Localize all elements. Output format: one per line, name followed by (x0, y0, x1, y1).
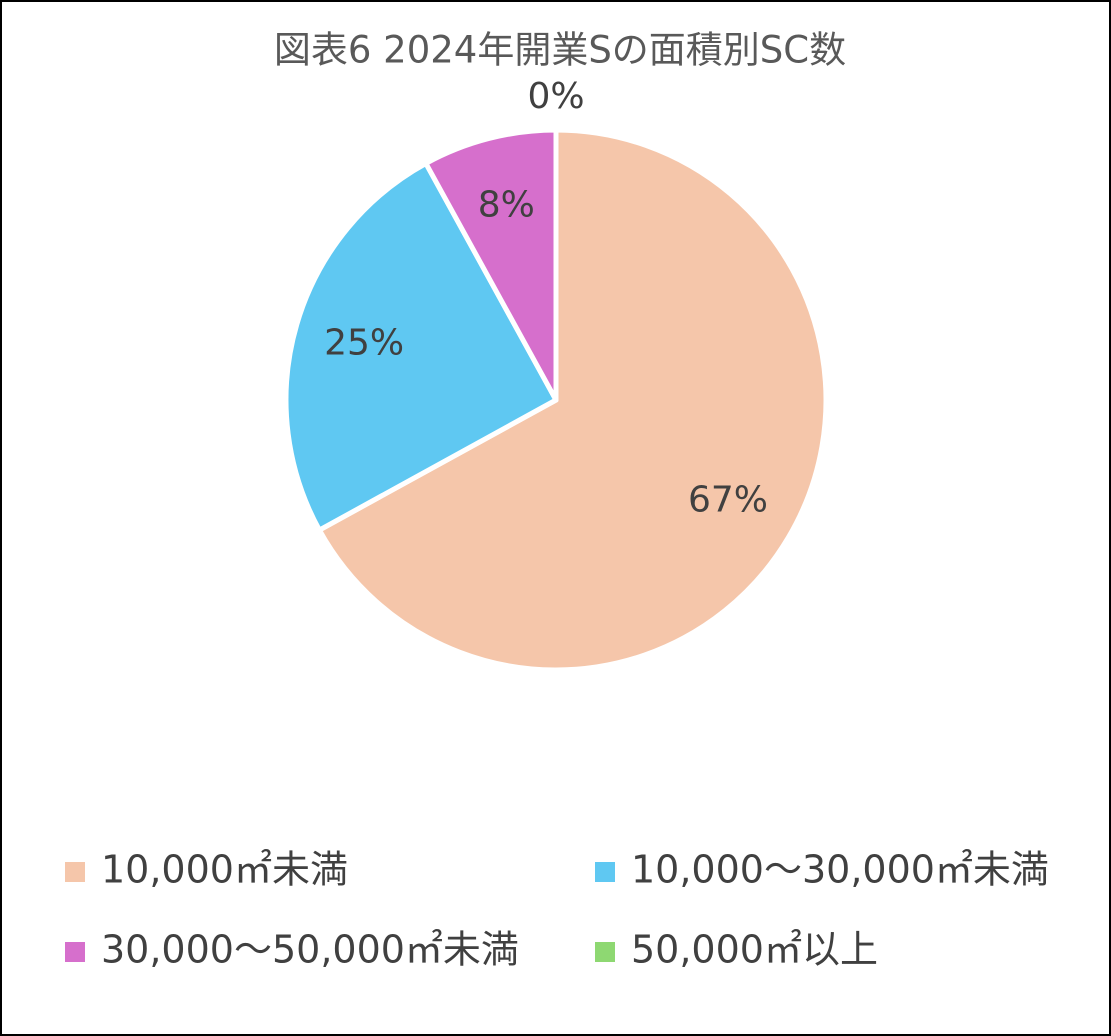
pie-slice (316, 127, 829, 673)
data-label: 67% (688, 480, 768, 521)
legend-label: 30,000～50,000㎡未満 (101, 928, 519, 972)
legend-label: 50,000㎡以上 (631, 928, 878, 972)
legend-swatch (65, 862, 85, 882)
data-label: 25% (324, 322, 404, 363)
legend-label: 10,000～30,000㎡未満 (631, 848, 1049, 892)
chart-title: 図表6 2024年開業Sの面積別SC数 (274, 29, 846, 72)
legend-swatch (595, 862, 615, 882)
pie-slice (423, 127, 559, 403)
pie-slice (283, 160, 559, 533)
legend-swatch (65, 942, 85, 962)
legend-label: 10,000㎡未満 (101, 848, 348, 892)
data-label: 0% (527, 76, 584, 117)
data-label: 8% (478, 184, 535, 225)
legend-swatch (595, 942, 615, 962)
